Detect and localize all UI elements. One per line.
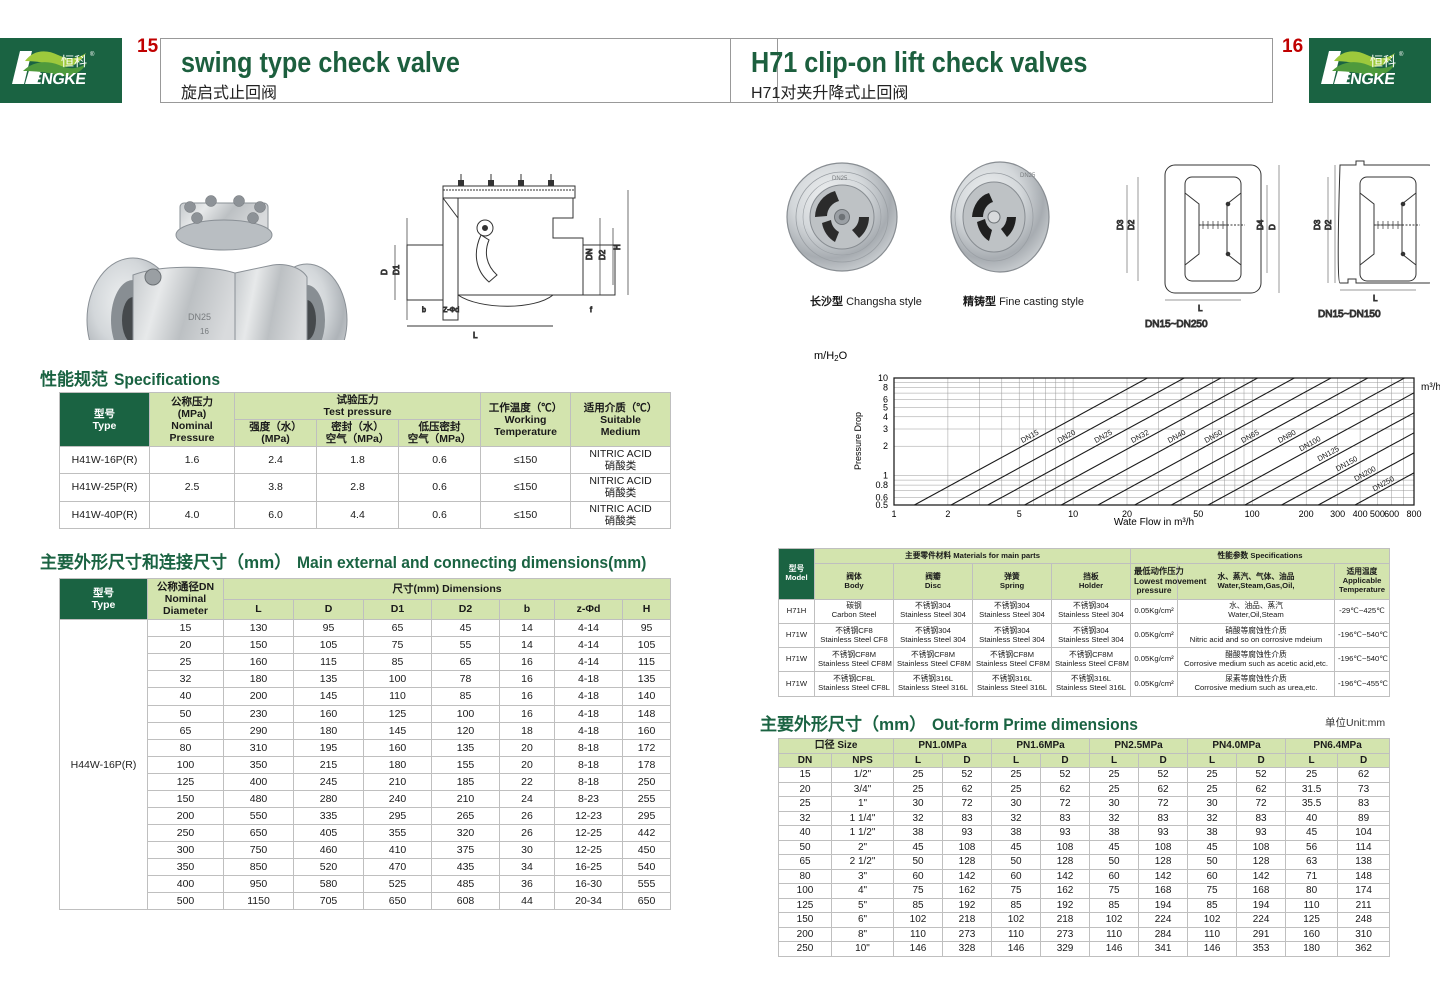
svg-text:3: 3 (883, 424, 888, 434)
svg-text:DN25: DN25 (832, 176, 848, 182)
svg-text:DN25: DN25 (1020, 173, 1036, 179)
svg-text:D2: D2 (1324, 219, 1333, 230)
svg-text:DN15~DN150: DN15~DN150 (1318, 309, 1381, 320)
svg-text:0.8: 0.8 (875, 480, 888, 490)
svg-text:b: b (422, 307, 426, 314)
svg-text:10: 10 (878, 373, 888, 383)
svg-text:2: 2 (945, 509, 950, 519)
svg-text:®: ® (1399, 51, 1404, 58)
svg-text:0.6: 0.6 (875, 492, 888, 502)
svg-text:16: 16 (200, 327, 209, 336)
svg-text:D: D (380, 269, 389, 275)
svg-text:长沙型 Changsha style: 长沙型 Changsha style (810, 294, 922, 308)
svg-text:恒科: 恒科 (61, 54, 87, 69)
svg-text:f: f (590, 307, 592, 314)
svg-text:DN200: DN200 (1353, 464, 1378, 483)
svg-text:Z-Φd: Z-Φd (443, 307, 459, 314)
svg-text:ENGKE: ENGKE (1339, 70, 1397, 88)
svg-text:DN100: DN100 (1297, 434, 1322, 453)
svg-text:D2: D2 (598, 249, 607, 260)
svg-text:L: L (473, 331, 478, 340)
svg-text:10: 10 (1068, 509, 1078, 519)
svg-text:L: L (1198, 304, 1203, 313)
svg-text:m³/h: m³/h (1421, 382, 1440, 393)
svg-text:Pressure Drop: Pressure Drop (853, 412, 863, 470)
svg-text:300: 300 (1330, 509, 1345, 519)
svg-text:2: 2 (883, 441, 888, 451)
svg-text:1: 1 (891, 509, 896, 519)
svg-text:D: D (1268, 224, 1277, 230)
svg-text:DN250: DN250 (1371, 474, 1396, 493)
svg-text:800: 800 (1406, 509, 1421, 519)
svg-text:8: 8 (883, 383, 888, 393)
svg-text:DN125: DN125 (1316, 444, 1341, 463)
svg-text:100: 100 (1245, 509, 1260, 519)
svg-text:D2: D2 (1127, 219, 1136, 230)
svg-text:5: 5 (1017, 509, 1022, 519)
svg-text:恒科: 恒科 (1370, 54, 1396, 69)
svg-text:L: L (1373, 294, 1378, 303)
svg-text:Wate Flow in m³/h: Wate Flow in m³/h (1114, 517, 1194, 528)
svg-text:DN: DN (585, 248, 594, 260)
svg-text:400: 400 (1353, 509, 1368, 519)
svg-text:D3: D3 (1116, 219, 1125, 230)
svg-text:4: 4 (883, 412, 888, 422)
svg-text:50: 50 (1193, 509, 1203, 519)
svg-text:DN15~DN250: DN15~DN250 (1145, 319, 1208, 330)
svg-text:6: 6 (883, 395, 888, 405)
svg-text:D1: D1 (392, 264, 401, 275)
svg-text:ENGKE: ENGKE (30, 70, 88, 88)
svg-text:1: 1 (883, 471, 888, 481)
svg-text:精铸型 Fine casting style: 精铸型 Fine casting style (963, 294, 1084, 308)
svg-text:200: 200 (1299, 509, 1314, 519)
svg-text:DN25: DN25 (188, 312, 211, 322)
svg-text:500: 500 (1370, 509, 1385, 519)
svg-text:D3: D3 (1313, 219, 1322, 230)
svg-text:D4: D4 (1256, 219, 1265, 230)
svg-text:600: 600 (1384, 509, 1399, 519)
svg-text:H: H (613, 244, 622, 250)
svg-text:®: ® (90, 51, 95, 58)
